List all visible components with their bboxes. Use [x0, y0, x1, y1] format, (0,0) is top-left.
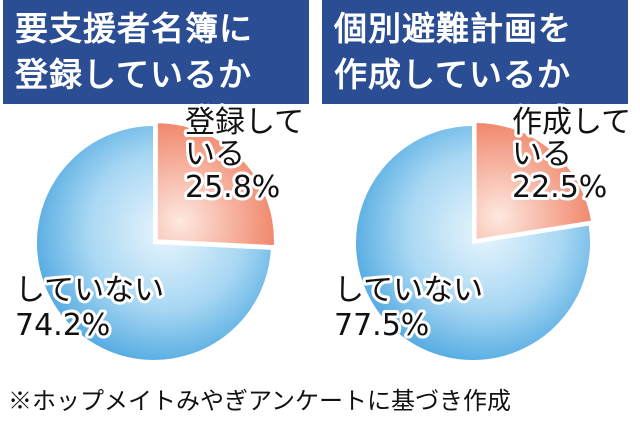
slice-label-not-created: していない	[334, 273, 483, 308]
chart-registration: 要支援者名簿に 登録しているか 登録して いる 25.8% していない 74.2…	[3, 0, 317, 386]
slice-registered	[155, 121, 276, 248]
chart-title: 要支援者名簿に 登録しているか	[3, 0, 309, 104]
slice-value-not-created: 77.5%	[334, 308, 429, 343]
slice-value-created: 22.5%	[512, 170, 607, 205]
pie-slices	[35, 121, 276, 362]
chart-title-line-2: 登録しているか	[15, 55, 253, 94]
slice-value-registered: 25.8%	[185, 170, 280, 205]
slice-created	[474, 120, 594, 242]
slice-value-not-registered: 74.2%	[15, 308, 110, 343]
chart-evacuation-plan: 個別避難計画を 作成しているか 作成して いる 22.5% していない 77.5…	[322, 0, 636, 386]
slice-label-registered-line-2: いる	[185, 137, 245, 172]
slice-not-registered	[35, 123, 273, 362]
chart-title-line-1: 要支援者名簿に	[15, 9, 253, 48]
pie-chart: 登録して いる 25.8% していない 74.2%	[12, 102, 307, 362]
chart-title-line-1: 個別避難計画を	[334, 9, 572, 48]
slice-label-registered-line-1: 登録して	[185, 105, 304, 140]
footnote: ※ホップメイトみやぎアンケートに基づき作成	[8, 387, 512, 415]
slice-label-not-registered: していない	[15, 273, 164, 308]
slice-not-created	[354, 123, 592, 362]
chart-title-line-2: 作成しているか	[334, 55, 572, 94]
pie-chart: 作成して いる 22.5% していない 77.5%	[331, 102, 634, 362]
slice-label-created-line-1: 作成して	[512, 105, 631, 140]
pie-slices	[354, 120, 594, 362]
slice-label-created-line-2: いる	[512, 137, 572, 172]
chart-title: 個別避難計画を 作成しているか	[322, 0, 628, 104]
